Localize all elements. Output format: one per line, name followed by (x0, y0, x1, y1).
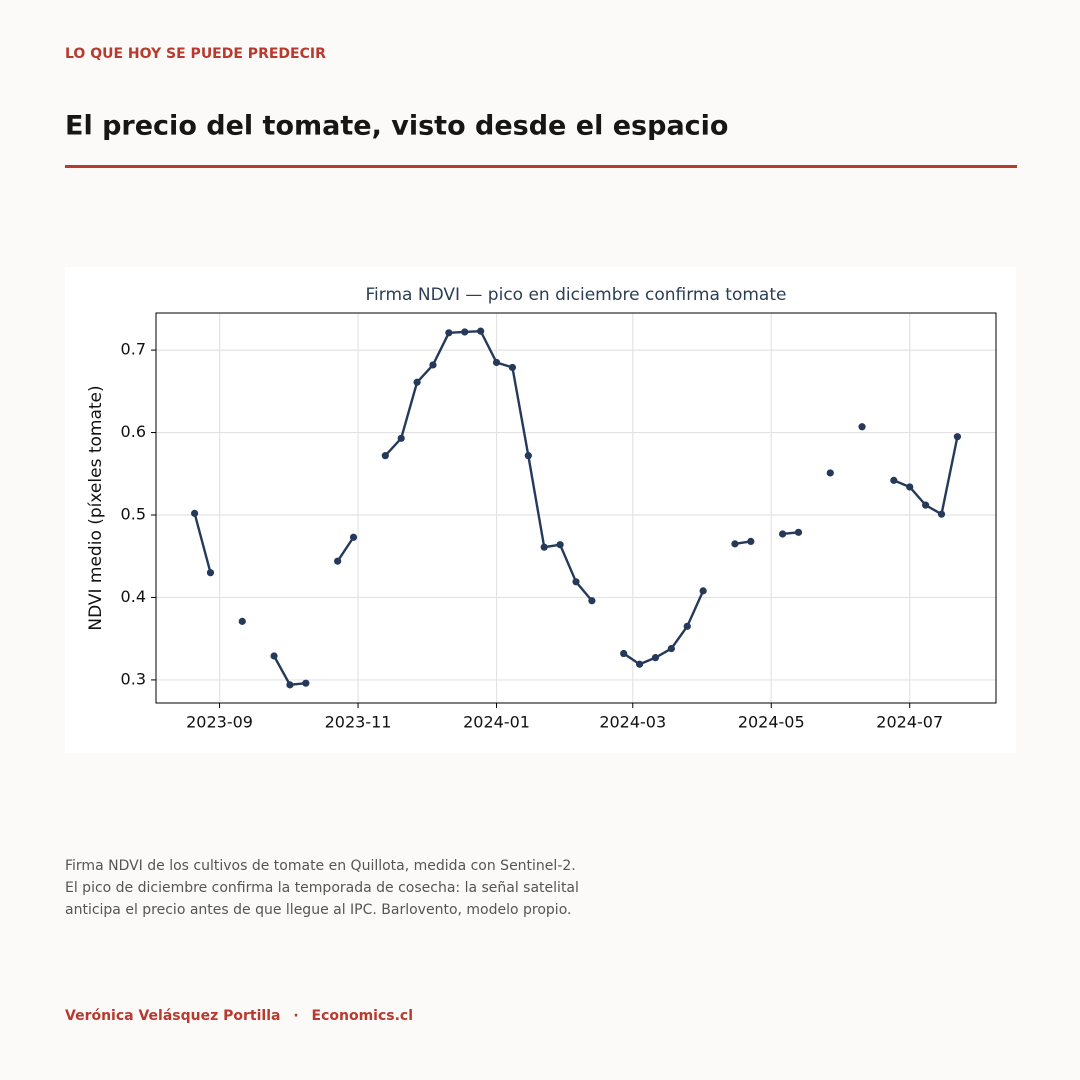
author: Verónica Velásquez Portilla (65, 1008, 280, 1024)
kicker: LO QUE HOY SE PUEDE PREDECIR (65, 46, 326, 62)
data-point (492, 358, 501, 367)
x-tick-label: 2024-03 (599, 713, 666, 732)
y-tick-label: 0.5 (121, 505, 146, 524)
caption-line: El pico de diciembre confirma la tempora… (65, 880, 579, 896)
data-point (238, 617, 246, 625)
data-point (413, 378, 421, 386)
data-point (937, 510, 946, 518)
data-point (445, 329, 453, 337)
headline: El precio del tomate, visto desde el esp… (65, 111, 728, 142)
data-point (429, 361, 437, 369)
data-point (397, 434, 405, 442)
data-point (906, 483, 914, 491)
caption-line: Firma NDVI de los cultivos de tomate en … (65, 858, 576, 874)
x-tick-label: 2024-05 (738, 713, 805, 732)
separator: · (293, 1008, 298, 1024)
data-point (572, 578, 580, 586)
data-point (651, 654, 660, 662)
caption-line: anticipa el precio antes de que llegue a… (65, 902, 571, 918)
data-point (477, 327, 485, 335)
y-tick-label: 0.6 (121, 422, 146, 441)
site: Economics.cl (312, 1008, 414, 1024)
data-point (953, 433, 962, 441)
data-point (270, 652, 278, 660)
plot-frame (155, 312, 997, 704)
data-point (302, 679, 310, 687)
data-point (508, 363, 517, 372)
data-point (683, 622, 691, 630)
data-point (890, 476, 898, 484)
rule (65, 165, 1017, 168)
data-point (588, 597, 596, 605)
data-point (667, 644, 675, 653)
x-tick-label: 2023-11 (325, 713, 392, 732)
data-point (620, 649, 628, 658)
data-point (286, 681, 294, 689)
data-point (461, 328, 469, 336)
x-tick-label: 2024-07 (876, 713, 943, 732)
y-tick-label: 0.7 (121, 340, 146, 359)
data-point (731, 540, 739, 548)
x-tick-label: 2024-01 (463, 713, 530, 732)
data-point (349, 533, 358, 541)
data-point (778, 530, 787, 538)
data-point (858, 423, 866, 431)
data-point (190, 509, 199, 517)
y-tick-label: 0.3 (121, 669, 146, 688)
data-point (922, 501, 930, 509)
data-point (794, 528, 803, 536)
data-point (699, 587, 707, 595)
x-tick-label: 2023-09 (186, 713, 253, 732)
chart-title: Firma NDVI — pico en diciembre confirma … (366, 285, 787, 305)
data-point (540, 543, 548, 551)
data-point (556, 541, 564, 549)
data-point (635, 660, 644, 668)
data-point (206, 569, 215, 577)
data-point (747, 537, 755, 545)
y-tick-label: 0.4 (121, 587, 146, 606)
data-point (381, 452, 389, 460)
chart-panel (65, 267, 1016, 753)
y-axis-label: NDVI medio (píxeles tomate) (86, 385, 106, 630)
plot: 0.3 0.4 0.5 0.6 0.7 2023-09 2023-11 2024-01 2024… (121, 313, 996, 732)
data-point (334, 557, 342, 565)
data-point (524, 452, 532, 460)
footer: Verónica Velásquez Portilla · Economics.… (65, 1008, 413, 1024)
data-point (826, 469, 834, 477)
